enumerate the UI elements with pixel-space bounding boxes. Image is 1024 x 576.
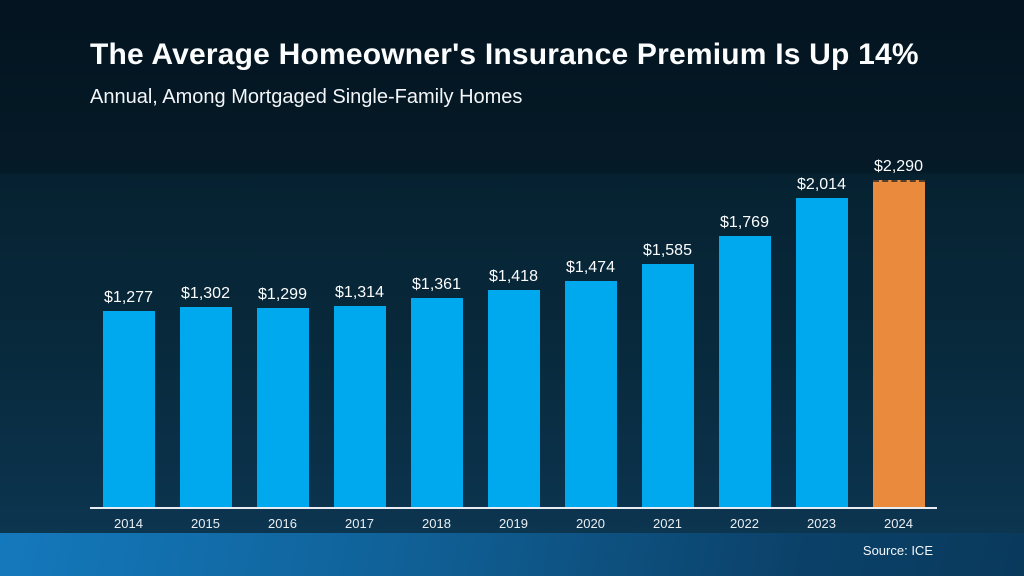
bar-value-label: $1,585 <box>643 242 692 259</box>
bar-value-label: $1,474 <box>566 259 615 276</box>
bar-group-2020: $1,474 2020 <box>552 158 629 531</box>
bar-group-2015: $1,302 2015 <box>167 158 244 531</box>
x-tick-label: 2015 <box>191 516 220 531</box>
footer-band: Source: ICE <box>0 533 1024 576</box>
plot-area: $1,277 2014 $1,302 2015 $1,299 2016 $1,314 2017… <box>90 158 937 531</box>
source-attribution: Source: ICE <box>862 543 933 558</box>
bar-group-2018: $1,361 2018 <box>398 158 475 531</box>
bar-group-2022: $1,769 2022 <box>706 158 783 531</box>
bar-value-label: $1,361 <box>412 276 461 293</box>
bar-2020 <box>564 281 617 507</box>
x-tick-label: 2016 <box>268 516 297 531</box>
bar-value-label: $1,769 <box>720 214 769 231</box>
bar-2024 <box>872 180 925 507</box>
x-tick-label: 2021 <box>653 516 682 531</box>
chart-subtitle: Annual, Among Mortgaged Single-Family Ho… <box>90 86 523 108</box>
bar-2019 <box>487 290 540 507</box>
bar-2022 <box>718 236 771 507</box>
x-tick-label: 2019 <box>499 516 528 531</box>
bar-group-2017: $1,314 2017 <box>321 158 398 531</box>
x-tick-label: 2023 <box>807 516 836 531</box>
bar-value-label: $1,302 <box>181 285 230 302</box>
x-tick-label: 2022 <box>730 516 759 531</box>
bar-value-label: $1,277 <box>104 289 153 306</box>
bar-value-label: $2,290 <box>874 158 923 175</box>
bar-group-2016: $1,299 2016 <box>244 158 321 531</box>
bar-value-label: $1,299 <box>258 286 307 303</box>
x-tick-label: 2020 <box>576 516 605 531</box>
bar-value-label: $1,418 <box>489 268 538 285</box>
bar-2021 <box>641 264 694 507</box>
bar-group-2024: $2,290 2024 <box>860 158 937 531</box>
x-tick-label: 2017 <box>345 516 374 531</box>
bar-group-2021: $1,585 2021 <box>629 158 706 531</box>
bar-2017 <box>333 306 386 507</box>
bar-group-2023: $2,014 2023 <box>783 158 860 531</box>
x-tick-label: 2014 <box>114 516 143 531</box>
chart-title: The Average Homeowner's Insurance Premiu… <box>90 38 919 71</box>
bar-group-2019: $1,418 2019 <box>475 158 552 531</box>
bar-2023 <box>795 198 848 507</box>
bar-value-label: $1,314 <box>335 284 384 301</box>
bar-2015 <box>179 307 232 507</box>
bar-group-2014: $1,277 2014 <box>90 158 167 531</box>
bar-2016 <box>256 308 309 507</box>
x-tick-label: 2024 <box>884 516 913 531</box>
x-tick-label: 2018 <box>422 516 451 531</box>
bar-value-label: $2,014 <box>797 176 846 193</box>
bar-2018 <box>410 298 463 507</box>
bar-2014 <box>102 311 155 507</box>
